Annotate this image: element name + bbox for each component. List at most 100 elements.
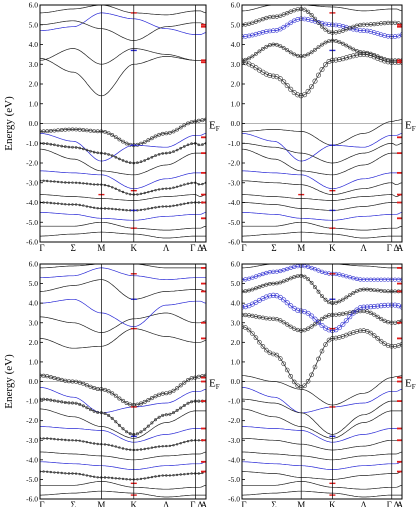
band-weight-marker	[77, 127, 82, 132]
band-weight-marker	[315, 319, 321, 325]
band-weight-marker	[316, 20, 321, 25]
band-weight-marker	[103, 183, 107, 187]
band-weight-marker	[365, 309, 370, 314]
band-weight-marker	[114, 187, 118, 191]
band-weight-marker	[118, 189, 121, 192]
band-weight-marker	[257, 285, 262, 289]
band-weight-marker	[103, 476, 107, 479]
band-weight-marker	[74, 146, 78, 149]
band-weight-marker	[82, 204, 85, 207]
x-tick-label: Σ	[71, 500, 76, 507]
band-weight-marker	[190, 201, 193, 204]
band-weight-marker	[284, 83, 290, 89]
band-weight-marker	[242, 34, 245, 39]
bands	[40, 264, 206, 498]
band-weight-marker	[285, 48, 290, 53]
band-line	[242, 40, 402, 61]
band-weight-marker	[64, 438, 67, 442]
band-weight-marker	[153, 134, 158, 139]
x-tick-label: M	[297, 243, 305, 253]
band-weight-marker	[354, 27, 360, 33]
x-tick-label: Γ	[190, 500, 195, 507]
band-weight-marker	[243, 57, 248, 62]
band-weight-marker	[136, 448, 139, 452]
band-line	[242, 5, 402, 12]
band-weight-marker	[161, 187, 164, 191]
band-line	[242, 231, 402, 239]
band-weight-marker	[64, 181, 67, 184]
band-weight-marker	[186, 121, 190, 126]
band-weight-marker	[340, 23, 346, 29]
band-weight-marker	[53, 202, 56, 205]
band-line	[40, 231, 206, 239]
band-weight-marker	[309, 18, 314, 23]
band-weight-marker	[110, 133, 115, 137]
band-weight-marker	[59, 377, 64, 382]
band-line	[242, 398, 402, 435]
band-weight-marker	[263, 347, 269, 353]
band-weight-marker	[354, 329, 360, 334]
band-weight-marker	[60, 144, 64, 148]
band-line	[242, 387, 402, 414]
band-weight-marker	[85, 182, 89, 185]
x-tick-label: A	[201, 500, 208, 507]
band-weight-marker	[326, 327, 332, 333]
band-weight-marker	[95, 129, 100, 134]
band-weight-marker	[125, 192, 128, 195]
y-tick-label: 4.0	[231, 299, 241, 308]
band-weight-marker	[135, 402, 140, 407]
x-tick-label: Δ	[394, 243, 400, 253]
band-weight-marker	[78, 146, 81, 150]
band-weight-marker	[344, 295, 349, 300]
band-weight-marker	[368, 51, 373, 56]
band-weight-marker	[117, 396, 122, 401]
band-weight-marker	[379, 316, 384, 322]
band-weight-marker	[92, 409, 96, 413]
band-weight-marker	[306, 52, 311, 57]
band-weight-marker	[267, 28, 273, 34]
band-weight-marker	[316, 289, 321, 294]
band-weight-marker	[253, 335, 259, 341]
band-weight-marker	[306, 9, 311, 14]
band-weight-marker	[106, 131, 111, 136]
band-line	[40, 471, 206, 480]
band-weight-marker	[350, 53, 356, 59]
band-weight-marker	[147, 476, 150, 479]
band-weight-marker	[295, 307, 301, 313]
x-tick-label: K	[131, 500, 138, 507]
band-weight-marker	[257, 49, 262, 54]
band-weight-marker	[281, 279, 286, 284]
y-tick-label: -2.0	[26, 159, 38, 168]
band-weight-marker	[399, 318, 402, 323]
band-weight-marker	[74, 203, 78, 206]
x-tick-label: M	[97, 500, 105, 507]
band-weight-marker	[179, 203, 182, 206]
y-tick-label: 2.0	[231, 338, 241, 347]
band-weight-marker	[71, 203, 74, 206]
x-tick-label: Λ	[163, 243, 170, 253]
band-weight-marker	[89, 408, 93, 412]
band-weight-marker	[313, 285, 317, 290]
band-weight-marker	[67, 145, 71, 149]
band-weight-marker	[379, 288, 384, 293]
band-weight-marker	[89, 205, 92, 209]
band-line	[242, 426, 402, 443]
band-weight-marker	[246, 33, 252, 39]
band-weight-marker	[340, 56, 346, 62]
band-weight-marker	[56, 438, 60, 441]
band-line	[242, 471, 402, 480]
band-line	[40, 408, 206, 439]
band-weight-marker	[107, 184, 110, 188]
band-weight-marker	[271, 281, 276, 286]
band-weight-marker	[302, 274, 307, 279]
band-weight-marker	[264, 282, 269, 287]
band-weight-marker	[365, 287, 370, 292]
y-tick-label: 0.0	[231, 119, 241, 128]
band-weight-marker	[190, 472, 193, 475]
band-weight-marker	[378, 32, 384, 38]
band-weight-marker	[382, 33, 387, 38]
band-weight-marker	[157, 415, 161, 419]
band-weight-marker	[146, 398, 151, 403]
x-tick-label: Γ	[241, 243, 246, 253]
band-line	[40, 133, 206, 162]
